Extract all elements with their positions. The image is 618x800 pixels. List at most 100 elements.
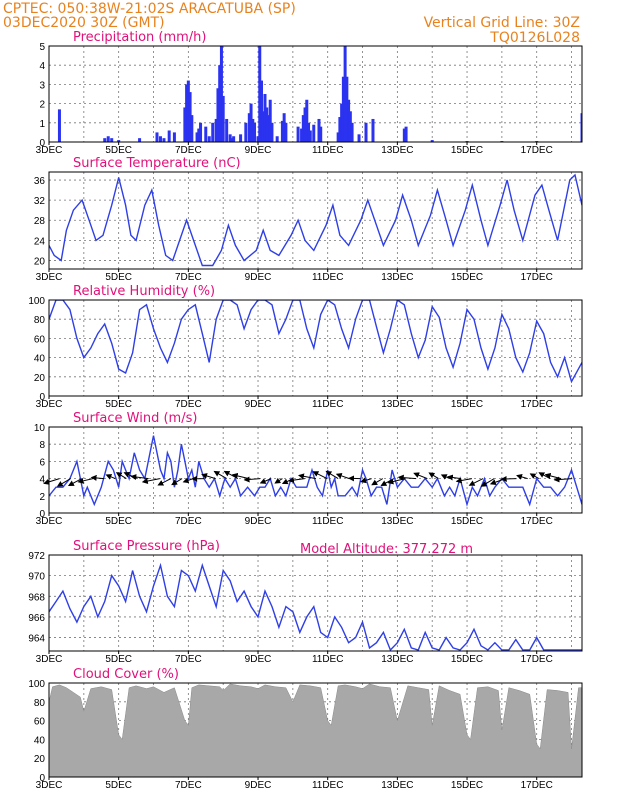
precip-bar — [251, 118, 255, 142]
precip-bar — [263, 94, 267, 142]
wind-vector-arrow — [371, 478, 383, 486]
x-tick-label: 5DEC — [105, 516, 132, 527]
precip-bar — [340, 103, 344, 142]
precip-bar — [185, 84, 189, 142]
pres-panel: Surface Pressure (hPa) 964 966 968 970 972 3DE… — [28, 539, 583, 665]
precip-bar — [284, 122, 288, 142]
precip-bar — [371, 118, 375, 142]
precip-bar — [260, 80, 264, 142]
wind-vector-arrow — [259, 478, 272, 484]
x-tick-label: 7DEC — [175, 272, 202, 283]
wind-frame — [48, 426, 583, 514]
y-tick-label: 6 — [39, 457, 45, 468]
precip-bar — [247, 113, 251, 142]
precip-bar — [204, 126, 208, 142]
precip-bar — [117, 140, 121, 142]
rh-frame — [48, 299, 583, 397]
x-tick-label: 11DEC — [312, 654, 344, 665]
precip-bar — [282, 113, 286, 142]
precip-bar — [183, 107, 187, 142]
y-tick-label: 966 — [28, 613, 45, 624]
cloud-cover-area — [49, 683, 582, 777]
y-tick-label: 100 — [28, 296, 45, 307]
precip-bar — [244, 122, 248, 142]
precip-series — [57, 46, 582, 142]
precip-bar — [239, 134, 243, 142]
precip-bar — [230, 138, 234, 142]
wind-vector-arrow — [360, 477, 372, 484]
y-tick-label: 0 — [39, 773, 45, 784]
y-tick-label: 8 — [39, 440, 45, 451]
precip-bar — [280, 120, 284, 142]
precip-bar — [580, 113, 582, 142]
wind-title: Surface Wind (m/s) — [73, 411, 197, 426]
precip-panel: Precipitation (mm/h) 0 1 2 3 4 5 3DEC 5DEC 7DEC 9D… — [36, 30, 583, 156]
x-tick-label: 11DEC — [312, 272, 344, 283]
header-location: CPTEC: 050:38W-21:02S ARACATUBA (SP) — [3, 1, 296, 17]
precip-bar — [162, 138, 166, 142]
y-tick-label: 0 — [39, 138, 45, 149]
y-tick-label: 20 — [34, 373, 46, 384]
precip-bar — [249, 103, 253, 142]
x-tick-label: 5DEC — [105, 272, 132, 283]
wind-vector-arrow — [468, 478, 484, 486]
wind-vector-arrow — [516, 474, 528, 480]
y-tick-label: 20 — [34, 754, 46, 765]
x-tick-label: 15DEC — [451, 272, 483, 283]
x-tick-label: 15DEC — [451, 145, 483, 156]
y-tick-label: 5 — [39, 42, 45, 53]
y-tick-label: 80 — [34, 315, 46, 326]
precip-bar — [270, 122, 274, 142]
pres-line — [49, 562, 582, 651]
precip-bar — [312, 124, 316, 142]
x-tick-label: 13DEC — [381, 516, 413, 527]
header-model-code: TQ0126L028 — [489, 30, 580, 46]
precip-bar — [256, 136, 260, 142]
wind-vector-arrow — [171, 478, 183, 486]
precip-bar — [106, 136, 110, 142]
x-tick-label: 7DEC — [175, 780, 202, 791]
y-tick-label: 2 — [39, 100, 45, 111]
rh-title: Relative Humidity (%) — [73, 284, 215, 299]
x-tick-label: 13DEC — [381, 780, 413, 791]
x-tick-label: 9DEC — [245, 780, 272, 791]
x-tick-label: 7DEC — [175, 145, 202, 156]
x-tick-label: 7DEC — [175, 516, 202, 527]
x-tick-label: 15DEC — [451, 780, 483, 791]
wind-vector-arrow — [115, 472, 127, 480]
precip-bar — [158, 136, 162, 142]
precip-bar — [219, 46, 223, 142]
wind-vector-arrow — [500, 475, 517, 482]
y-tick-label: 970 — [28, 572, 45, 583]
precip-bar — [268, 99, 272, 142]
precip-bar — [186, 80, 190, 142]
x-tick-label: 3DEC — [36, 780, 63, 791]
x-tick-label: 11DEC — [312, 399, 344, 410]
precip-bar — [348, 111, 352, 142]
x-tick-label: 3DEC — [36, 654, 63, 665]
header-grid-line: Vertical Grid Line: 30Z — [424, 15, 580, 31]
precip-bar — [266, 115, 270, 142]
x-tick-label: 17DEC — [521, 272, 553, 283]
cloud-frame — [48, 682, 583, 778]
precip-bar — [350, 122, 354, 142]
precip-bar — [57, 109, 61, 142]
precip-bar — [364, 122, 368, 142]
wind-vector-arrow — [455, 477, 473, 484]
x-tick-label: 11DEC — [312, 516, 344, 527]
precip-bar — [199, 122, 203, 142]
precip-bar — [430, 140, 434, 142]
precip-bar — [275, 136, 279, 142]
header-run-time: 03DEC2020 30Z (GMT) — [3, 15, 165, 31]
wind-vector-arrow — [90, 474, 105, 481]
precip-bar — [317, 118, 321, 142]
wind-vector-arrow — [529, 473, 540, 480]
y-tick-label: 60 — [34, 334, 46, 345]
temp-title: Surface Temperature (nC) — [73, 156, 241, 171]
y-tick-label: 972 — [28, 551, 45, 562]
precip-bar — [301, 115, 305, 142]
temp-panel: Surface Temperature (nC) 20 24 28 32 36 3DEC 5D… — [34, 156, 583, 283]
y-tick-label: 4 — [39, 61, 45, 72]
x-tick-label: 5DEC — [105, 399, 132, 410]
